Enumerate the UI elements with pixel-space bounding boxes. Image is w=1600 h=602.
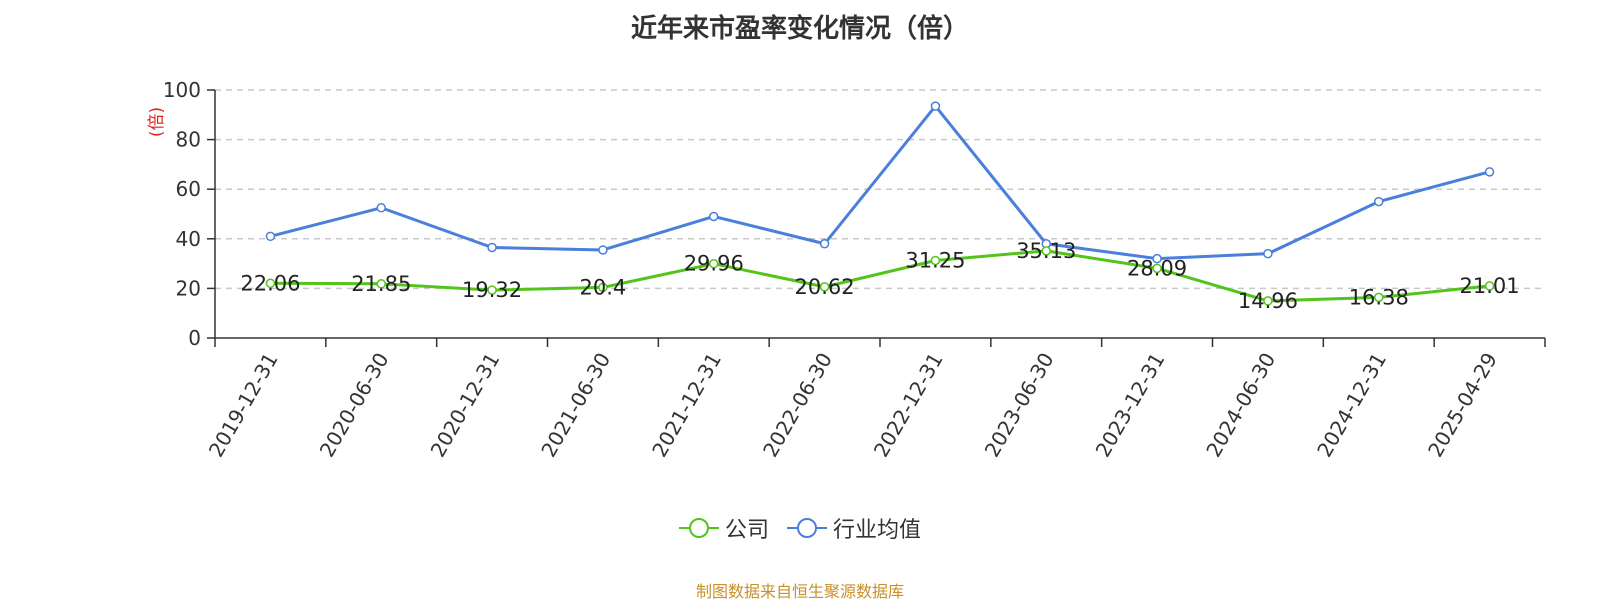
x-tick-label: 2020-12-31 [426, 349, 505, 462]
data-labels: 22.06 21.85 19.32 20.4 29.96 20.62 31.25 35.13 2… [240, 239, 1519, 313]
legend: 公司 行业均值 [0, 512, 1600, 544]
legend-item-company[interactable]: 公司 [678, 512, 769, 544]
legend-item-industry-avg[interactable]: 行业均值 [787, 512, 921, 544]
data-label: 21.01 [1460, 274, 1520, 298]
y-tick-label: 0 [188, 326, 201, 350]
data-point-1[interactable] [487, 242, 497, 253]
data-label: 21.85 [351, 272, 411, 296]
data-point-0[interactable] [1484, 281, 1495, 291]
data-point-0[interactable] [265, 278, 276, 289]
series-lines [265, 101, 1495, 306]
data-point-0[interactable] [1374, 292, 1384, 303]
chart-title: 近年来市盈率变化情况（倍） [630, 14, 969, 44]
data-label: 31.25 [905, 249, 965, 273]
y-tick-label: 60 [176, 177, 201, 201]
data-point-0[interactable] [598, 282, 608, 293]
x-tick-label: 2023-06-30 [980, 349, 1059, 462]
data-point-1[interactable] [598, 245, 608, 255]
x-tick-label: 2024-12-31 [1312, 349, 1391, 462]
data-label: 20.4 [580, 275, 627, 299]
data-label: 29.96 [684, 252, 744, 276]
x-tick-label: 2024-06-30 [1201, 349, 1280, 462]
x-tick-label: 2021-12-31 [647, 349, 726, 462]
legend-industry-line-icon [787, 518, 827, 538]
x-tick-label: 2020-06-30 [315, 349, 394, 462]
data-point-1[interactable] [265, 231, 276, 242]
x-tick-label: 2023-12-31 [1091, 349, 1170, 462]
legend-company-line-icon [678, 518, 719, 538]
data-point-1[interactable] [709, 211, 719, 222]
series-line-1 [270, 104, 1490, 261]
data-label: 19.32 [462, 278, 522, 302]
y-tick-label: 80 [176, 128, 201, 152]
data-point-0[interactable] [376, 279, 386, 289]
data-point-0[interactable] [819, 282, 830, 292]
x-tick-label: 2019-12-31 [204, 349, 283, 462]
data-point-1[interactable] [1152, 253, 1162, 264]
data-label: 16.38 [1349, 285, 1409, 309]
grid-lines [215, 89, 1545, 290]
x-tick-label: 2022-12-31 [869, 349, 948, 462]
data-point-0[interactable] [1263, 296, 1273, 306]
legend-industry-label: 行业均值 [833, 518, 922, 543]
y-axis-label: (倍) [147, 107, 167, 137]
x-tick-label: 2022-06-30 [758, 349, 837, 462]
data-point-1[interactable] [819, 239, 830, 249]
data-point-1[interactable] [1263, 248, 1273, 259]
x-tick-label: 2025-04-29 [1423, 349, 1502, 462]
data-point-0[interactable] [709, 258, 719, 269]
data-label: 35.13 [1016, 239, 1076, 263]
data-label: 20.62 [795, 275, 855, 299]
y-tick-label: 100 [163, 78, 201, 102]
source-note: 制图数据来自恒生聚源数据库 [695, 582, 904, 601]
data-point-1[interactable] [1484, 167, 1495, 177]
data-point-1[interactable] [376, 203, 386, 213]
data-label: 28.09 [1127, 256, 1187, 280]
data-point-0[interactable] [930, 255, 941, 266]
data-point-0[interactable] [1041, 246, 1051, 256]
x-tick-label: 2021-06-30 [536, 349, 615, 462]
axes: 0 20 40 60 80 100 2019-12-31 2020-06-30 2020-12-… [163, 78, 1546, 462]
data-point-0[interactable] [1152, 263, 1162, 274]
data-label: 22.06 [240, 271, 300, 295]
data-point-1[interactable] [930, 101, 941, 111]
legend-company-label: 公司 [724, 518, 769, 543]
data-point-1[interactable] [1374, 196, 1384, 207]
y-tick-label: 20 [176, 276, 201, 300]
series-line-0 [270, 249, 1490, 303]
data-label: 14.96 [1238, 289, 1298, 313]
data-point-0[interactable] [487, 285, 497, 295]
y-tick-label: 40 [176, 227, 201, 251]
